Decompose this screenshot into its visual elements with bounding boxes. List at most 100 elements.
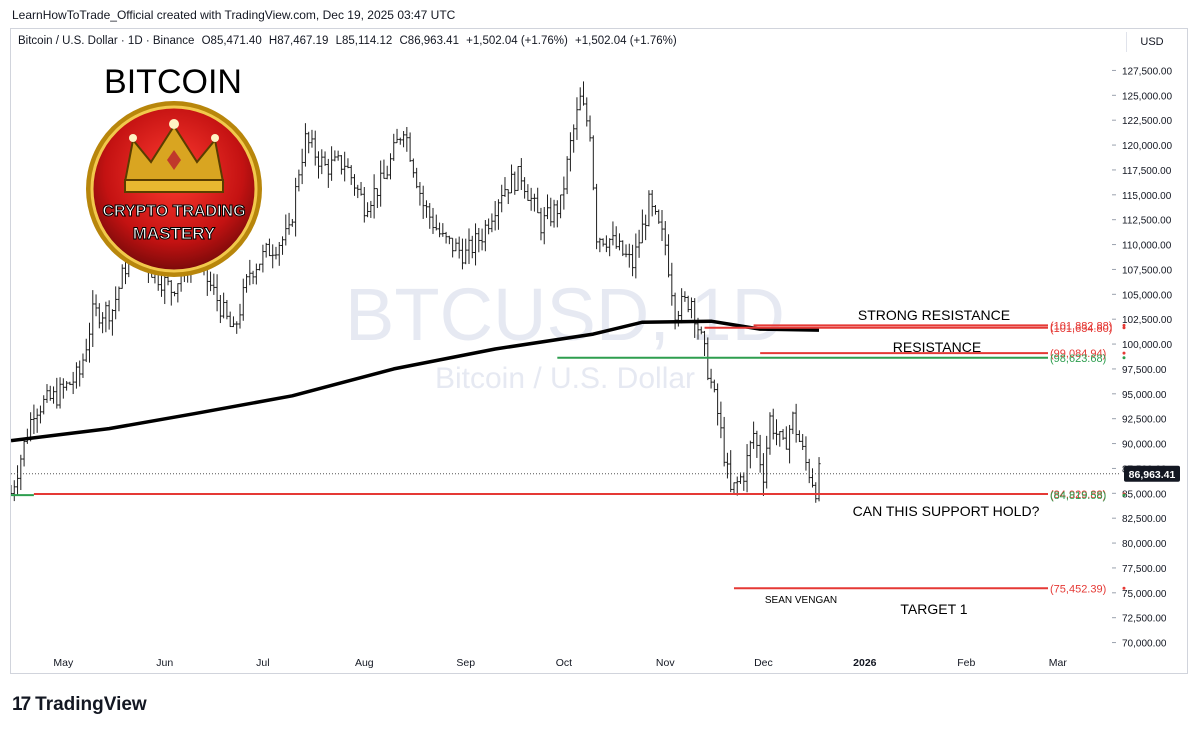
ohlc-bar	[614, 226, 618, 249]
level-lines: (101,882.88)(101,634.80) (99,084.94)(98,6…	[11, 320, 1180, 595]
ohlc-bar	[163, 272, 167, 305]
ohlc-bar	[61, 378, 65, 399]
ohlc-bar	[503, 177, 507, 197]
ohlc-bar	[271, 244, 275, 269]
ohlc-bar	[320, 149, 324, 175]
x-tick-label: Nov	[656, 657, 675, 669]
ohlc-bar	[114, 286, 118, 320]
ohlc-bar	[683, 291, 687, 302]
ohlc-bar	[493, 201, 497, 231]
ohlc-bar	[343, 151, 347, 182]
open-value: O85,471.40	[201, 35, 262, 47]
ohlc-bar	[588, 115, 592, 142]
ohlc-bar	[640, 209, 644, 244]
watermark-symbol: BTCUSD, 1D	[345, 273, 785, 356]
ohlc-bar	[379, 160, 383, 207]
ohlc-bar	[761, 453, 766, 496]
ohlc-bar	[660, 210, 664, 242]
ohlc-bar	[19, 454, 23, 491]
ohlc-bar	[100, 312, 105, 334]
ohlc-bar	[326, 158, 330, 188]
ohlc-bar	[87, 322, 92, 363]
ohlc-bar	[774, 419, 779, 446]
y-tick-label: 100,000.00	[1122, 340, 1172, 351]
ohlc-bar	[532, 193, 537, 212]
ohlc-bar	[794, 403, 798, 443]
ohlc-bar	[251, 270, 255, 285]
crypto-trading-mastery-logo: CRYPTO TRADING MASTERY	[86, 101, 262, 277]
ohlc-bar	[74, 362, 79, 389]
ohlc-bar	[644, 214, 648, 241]
y-tick-label: 75,000.00	[1122, 589, 1167, 600]
ohlc-bar	[212, 273, 216, 295]
ohlc-bar	[401, 131, 406, 148]
ohlc-bar	[787, 424, 792, 464]
ohlc-bar	[536, 187, 540, 214]
y-tick-label: 92,500.00	[1122, 415, 1167, 426]
ohlc-bar	[258, 263, 262, 271]
high-value: H87,467.19	[268, 35, 329, 47]
ohlc-bar	[460, 238, 465, 270]
ohlc-bar	[176, 283, 180, 303]
ohlc-bar	[467, 228, 471, 265]
ohlc-bar	[78, 360, 82, 387]
x-tick-label: Sep	[456, 657, 475, 669]
ohlc-bar	[778, 431, 782, 447]
ohlc-bar	[666, 234, 671, 278]
ohlc-bar	[228, 311, 232, 328]
tradingview-footer[interactable]: 17 TradingView	[12, 694, 147, 716]
ohlc-bar	[552, 199, 556, 228]
moving-average-line	[11, 319, 820, 443]
ohlc-bar	[225, 299, 229, 320]
ohlc-bar	[447, 235, 451, 245]
ohlc-bar	[352, 174, 357, 196]
ohlc-bar	[454, 238, 458, 252]
y-tick-label: 115,000.00	[1122, 191, 1172, 202]
y-tick-label: 105,000.00	[1122, 290, 1172, 301]
ohlc-bar	[483, 220, 487, 252]
ohlc-bar	[545, 194, 550, 220]
ohlc-bar	[496, 199, 501, 230]
ohlc-bar	[431, 207, 435, 234]
ohlc-bar	[107, 300, 111, 330]
symbol-label[interactable]: Bitcoin / U.S. Dollar · 1D · Binance	[18, 35, 195, 47]
y-tick-label: 95,000.00	[1122, 390, 1167, 401]
ohlc-bar	[591, 135, 595, 191]
ohlc-bar	[578, 87, 582, 111]
x-tick-label: Oct	[556, 657, 572, 669]
ohlc-bar	[506, 189, 510, 205]
ohlc-bar	[15, 465, 20, 496]
ohlc-bar	[765, 435, 769, 489]
ohlc-bar	[441, 223, 445, 237]
ohlc-bar	[68, 381, 72, 386]
currency-button[interactable]: USD	[1126, 32, 1177, 52]
watermark-name: Bitcoin / U.S. Dollar	[435, 362, 695, 395]
ohlc-bar	[287, 212, 291, 235]
y-tick-label: 102,500.00	[1122, 315, 1172, 326]
ohlc-bar	[336, 150, 340, 161]
ohlc-bar	[42, 395, 46, 415]
ohlc-bar	[699, 326, 703, 335]
chart-frame	[10, 28, 1188, 674]
ohlc-bar	[65, 381, 69, 391]
ohlc-bar	[617, 233, 622, 251]
ohlc-bar	[110, 309, 115, 336]
ohlc-bar	[398, 137, 402, 145]
price-level-label: (101,882.88)	[1050, 320, 1112, 332]
ohlc-bar	[693, 298, 697, 338]
ohlc-bar	[264, 242, 268, 258]
ohlc-bar	[215, 274, 219, 312]
ohlc-bar	[58, 377, 62, 409]
ohlc-bar	[549, 197, 553, 227]
ohlc-bar	[686, 295, 690, 313]
ohlc-bar	[719, 401, 723, 439]
ohlc-bar	[709, 368, 713, 389]
ohlc-bar	[784, 426, 788, 450]
ohlc-bar	[814, 482, 818, 503]
ohlc-bar	[581, 81, 586, 106]
ohlc-bar	[663, 221, 667, 256]
ohlc-bar	[689, 297, 694, 319]
ohlc-bar	[791, 411, 795, 435]
price-level-marker	[1122, 323, 1126, 327]
